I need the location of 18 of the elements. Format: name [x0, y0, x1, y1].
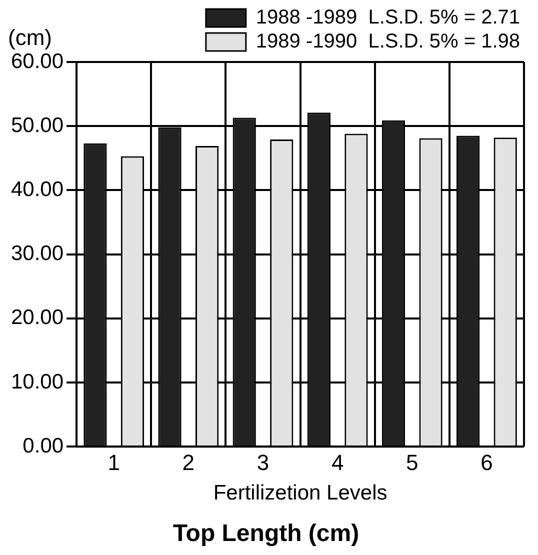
legend-label: 1989 -1990 L.S.D. 5% = 1.98: [256, 30, 520, 53]
y-tick-label: 50.00: [10, 114, 64, 137]
x-axis-title: Fertilizetion Levels: [213, 481, 388, 504]
y-tick-label: 30.00: [10, 242, 64, 266]
y-tick-label: 0.00: [22, 434, 64, 458]
legend-label: 1988 -1989 L.S.D. 5% = 2.71: [256, 6, 520, 29]
y-tick-label: 60.00: [10, 50, 64, 73]
x-tick-label: 2: [182, 450, 195, 475]
x-tick-label: 1: [108, 450, 120, 475]
y-tick-label: 10.00: [10, 370, 64, 394]
y-axis-title: (cm): [8, 25, 52, 50]
x-tick-label: 6: [480, 450, 493, 475]
x-tick-label: 4: [331, 450, 344, 475]
y-tick-label: 40.00: [10, 178, 64, 201]
x-tick-label: 5: [406, 450, 418, 475]
text: Top Length (cm): [172, 520, 360, 548]
y-tick-label: 20.00: [10, 306, 64, 330]
x-tick-label: 3: [256, 450, 270, 475]
